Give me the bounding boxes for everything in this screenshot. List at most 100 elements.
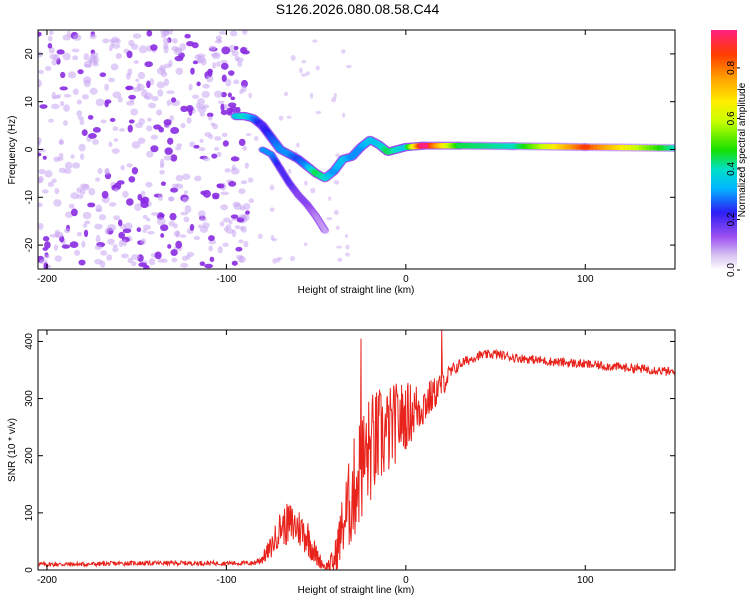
noise-blob xyxy=(113,138,119,142)
noise-blob xyxy=(299,67,303,74)
noise-blob xyxy=(149,78,155,86)
noise-blob xyxy=(208,245,213,252)
noise-blob xyxy=(157,193,164,201)
spectrogram-y-tick-label: 10 xyxy=(24,96,35,108)
noise-blob xyxy=(146,125,153,132)
noise-blob xyxy=(47,181,54,188)
noise-blob xyxy=(243,240,249,248)
noise-blob xyxy=(159,213,165,218)
colorbar-tick-label: 0.8 xyxy=(726,61,737,75)
noise-blob xyxy=(112,126,119,131)
noise-blob xyxy=(47,43,53,49)
noise-blob xyxy=(179,43,187,51)
noise-blob xyxy=(315,65,320,71)
noise-blob xyxy=(156,109,163,116)
noise-blob xyxy=(42,236,50,242)
noise-blob xyxy=(170,249,178,256)
noise-blob xyxy=(231,229,237,238)
noise-blob xyxy=(117,96,123,103)
noise-blob xyxy=(224,168,231,173)
noise-blob xyxy=(269,207,275,212)
noise-blob xyxy=(287,168,292,175)
noise-blob xyxy=(175,67,184,75)
noise-blob xyxy=(48,30,54,35)
noise-blob xyxy=(164,147,173,155)
noise-blob xyxy=(227,92,232,98)
noise-blob xyxy=(214,90,223,98)
noise-blob xyxy=(184,33,191,39)
noise-blob xyxy=(167,196,175,202)
noise-blob xyxy=(92,126,101,133)
noise-blob xyxy=(95,177,101,182)
noise-blob xyxy=(234,225,241,230)
noise-blob xyxy=(127,124,133,133)
noise-blob xyxy=(240,180,248,185)
noise-blob xyxy=(99,260,106,268)
noise-blob xyxy=(87,115,94,120)
noise-blob xyxy=(176,143,183,148)
noise-blob xyxy=(145,181,153,188)
noise-blob xyxy=(168,220,175,227)
noise-blob xyxy=(41,189,49,194)
noise-blob xyxy=(81,240,86,248)
noise-blob xyxy=(118,240,124,248)
colorbar-label: Normalized spectral amplitude xyxy=(737,82,748,217)
noise-blob xyxy=(166,99,172,107)
noise-blob xyxy=(220,204,229,211)
noise-blob xyxy=(128,94,137,100)
noise-blob xyxy=(97,168,103,175)
noise-blob xyxy=(239,88,244,95)
noise-blob xyxy=(81,94,89,100)
noise-blob xyxy=(58,152,64,159)
noise-blob xyxy=(131,141,141,149)
noise-blob xyxy=(237,60,243,67)
noise-blob xyxy=(211,62,217,69)
spectrogram-y-axis: -20 -10 0 10 20 xyxy=(24,48,675,252)
noise-blob xyxy=(137,193,143,201)
noise-blob xyxy=(147,230,155,235)
noise-blob xyxy=(95,208,103,213)
noise-blob xyxy=(70,154,75,159)
noise-blob xyxy=(229,30,238,37)
noise-blob xyxy=(64,228,71,234)
noise-blob xyxy=(132,87,142,92)
noise-blob xyxy=(238,214,247,219)
noise-blob xyxy=(151,95,159,102)
spectrogram-y-label: Frequency (Hz) xyxy=(7,116,18,185)
noise-blob xyxy=(156,81,166,89)
noise-blob xyxy=(71,48,80,53)
noise-blob xyxy=(95,98,105,107)
noise-blob xyxy=(100,119,107,124)
noise-blob xyxy=(53,199,62,207)
noise-blob xyxy=(242,202,251,210)
spectrogram-x-label: Height of straight line (km) xyxy=(298,285,415,296)
noise-blob xyxy=(77,69,84,75)
track-hotspot xyxy=(418,143,429,148)
noise-blob xyxy=(189,223,195,231)
noise-blob xyxy=(147,117,152,122)
noise-blob xyxy=(242,145,247,151)
snr-y-tick-label: 0 xyxy=(24,567,35,573)
noise-blob xyxy=(148,102,157,109)
noise-blob xyxy=(333,209,339,216)
colorbar-ticks: 0.0 0.2 0.4 0.6 0.8 xyxy=(726,61,740,277)
noise-blob xyxy=(124,222,133,231)
noise-blob xyxy=(38,175,44,183)
noise-blob xyxy=(211,192,220,198)
noise-blob xyxy=(257,233,263,240)
noise-blob xyxy=(174,146,182,151)
noise-blob xyxy=(233,203,243,210)
noise-blob xyxy=(57,156,64,161)
noise-blob xyxy=(154,251,162,260)
noise-blob xyxy=(116,180,125,185)
noise-blob xyxy=(69,241,79,249)
noise-blob xyxy=(220,59,228,64)
branch-point xyxy=(322,228,328,233)
noise-blob xyxy=(53,53,60,61)
noise-blob xyxy=(305,71,310,76)
noise-blob xyxy=(271,237,278,242)
snr-series-line xyxy=(38,330,675,570)
noise-blob xyxy=(138,45,148,54)
noise-blob xyxy=(170,187,179,193)
